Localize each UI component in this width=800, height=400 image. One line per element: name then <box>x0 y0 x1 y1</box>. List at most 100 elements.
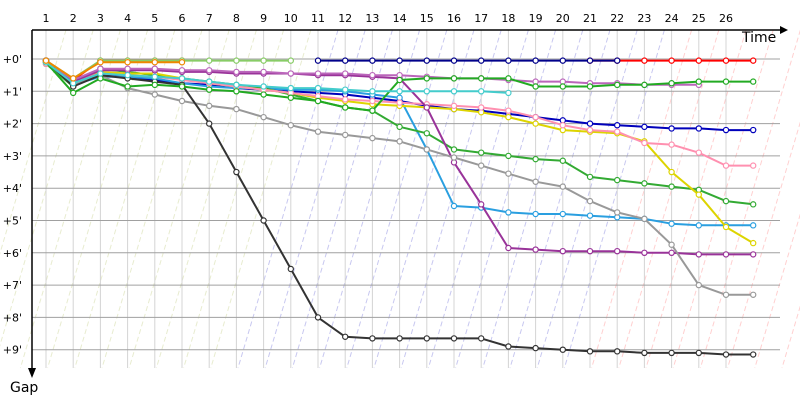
data-point <box>287 122 294 129</box>
data-point <box>750 162 757 169</box>
data-point <box>423 104 430 111</box>
data-point <box>750 126 757 134</box>
stripe-line <box>237 29 339 369</box>
data-point <box>559 157 567 164</box>
axes <box>28 26 788 378</box>
x-tick-label: 16 <box>447 12 461 25</box>
data-point <box>695 191 703 198</box>
data-point <box>342 57 349 64</box>
data-point <box>314 128 322 135</box>
y-tick-label: +2' <box>3 118 22 131</box>
data-point <box>369 97 376 105</box>
data-point <box>722 57 730 64</box>
data-point <box>532 57 539 64</box>
data-point <box>369 57 376 64</box>
data-point <box>97 59 104 66</box>
data-point <box>178 67 186 74</box>
data-point <box>205 102 213 110</box>
x-tick-label: 23 <box>637 12 651 25</box>
data-point <box>505 107 512 114</box>
data-point <box>614 247 621 255</box>
data-point <box>614 348 621 355</box>
data-point <box>586 126 594 134</box>
data-point <box>396 138 403 145</box>
data-point <box>641 180 648 187</box>
data-point <box>205 67 213 74</box>
data-point <box>505 343 512 350</box>
data-point <box>478 57 485 64</box>
data-point <box>722 197 730 205</box>
x-tick-label: 7 <box>206 12 213 25</box>
stripe-line <box>563 29 665 369</box>
series-12 <box>42 59 512 97</box>
data-point <box>586 348 594 355</box>
data-point <box>478 335 485 342</box>
data-point <box>233 81 240 89</box>
y-axis-arrow <box>28 368 36 378</box>
stripe-line <box>264 29 366 369</box>
stripe-line <box>74 29 176 369</box>
data-point <box>505 170 512 177</box>
data-point <box>233 57 240 64</box>
data-point <box>342 104 349 111</box>
data-point <box>124 71 131 79</box>
data-point <box>423 75 430 82</box>
data-point <box>722 223 730 231</box>
data-point <box>450 75 458 82</box>
stripe-line <box>618 29 720 369</box>
x-tick-label: 12 <box>338 12 352 25</box>
data-point <box>668 220 675 227</box>
data-point <box>668 241 675 248</box>
data-point <box>396 76 403 84</box>
data-point <box>695 222 703 229</box>
data-point <box>205 57 213 64</box>
series-14 <box>42 57 186 82</box>
data-point <box>668 80 675 87</box>
data-point <box>695 57 703 64</box>
data-point <box>586 57 594 64</box>
data-point <box>287 94 294 101</box>
x-tick-label: 24 <box>665 12 679 25</box>
data-point <box>750 251 757 258</box>
data-point <box>42 57 50 64</box>
data-point <box>260 57 267 64</box>
data-point <box>205 120 213 127</box>
data-point <box>423 57 430 64</box>
data-point <box>450 102 458 110</box>
x-tick-label: 17 <box>474 12 488 25</box>
data-point <box>423 88 430 95</box>
data-point <box>559 57 567 64</box>
data-point <box>695 349 703 357</box>
data-point <box>668 125 675 132</box>
data-point <box>505 89 512 97</box>
data-point <box>641 139 648 147</box>
data-point <box>722 162 730 169</box>
data-point <box>151 81 158 89</box>
x-tick-label: 26 <box>719 12 733 25</box>
data-point <box>668 249 675 256</box>
data-point <box>314 57 322 64</box>
data-point <box>586 120 594 127</box>
y-tick-label: +8' <box>3 311 22 324</box>
series-line <box>45 61 509 94</box>
x-tick-label: 9 <box>260 12 267 25</box>
data-point <box>505 152 512 160</box>
data-point <box>750 201 757 208</box>
data-point <box>586 197 594 205</box>
x-tick-label: 19 <box>529 12 543 25</box>
data-point <box>287 70 294 77</box>
data-point <box>124 83 131 90</box>
data-point <box>178 75 186 82</box>
data-point <box>369 335 376 342</box>
data-point <box>423 130 430 137</box>
data-point <box>614 128 621 135</box>
data-point <box>722 291 730 298</box>
stripe-line <box>781 305 800 369</box>
data-point <box>478 104 485 111</box>
data-point <box>695 125 703 132</box>
data-point <box>478 75 485 82</box>
data-point <box>233 168 240 176</box>
stripe-line <box>19 29 121 369</box>
data-point <box>505 75 512 82</box>
data-point <box>559 346 567 353</box>
